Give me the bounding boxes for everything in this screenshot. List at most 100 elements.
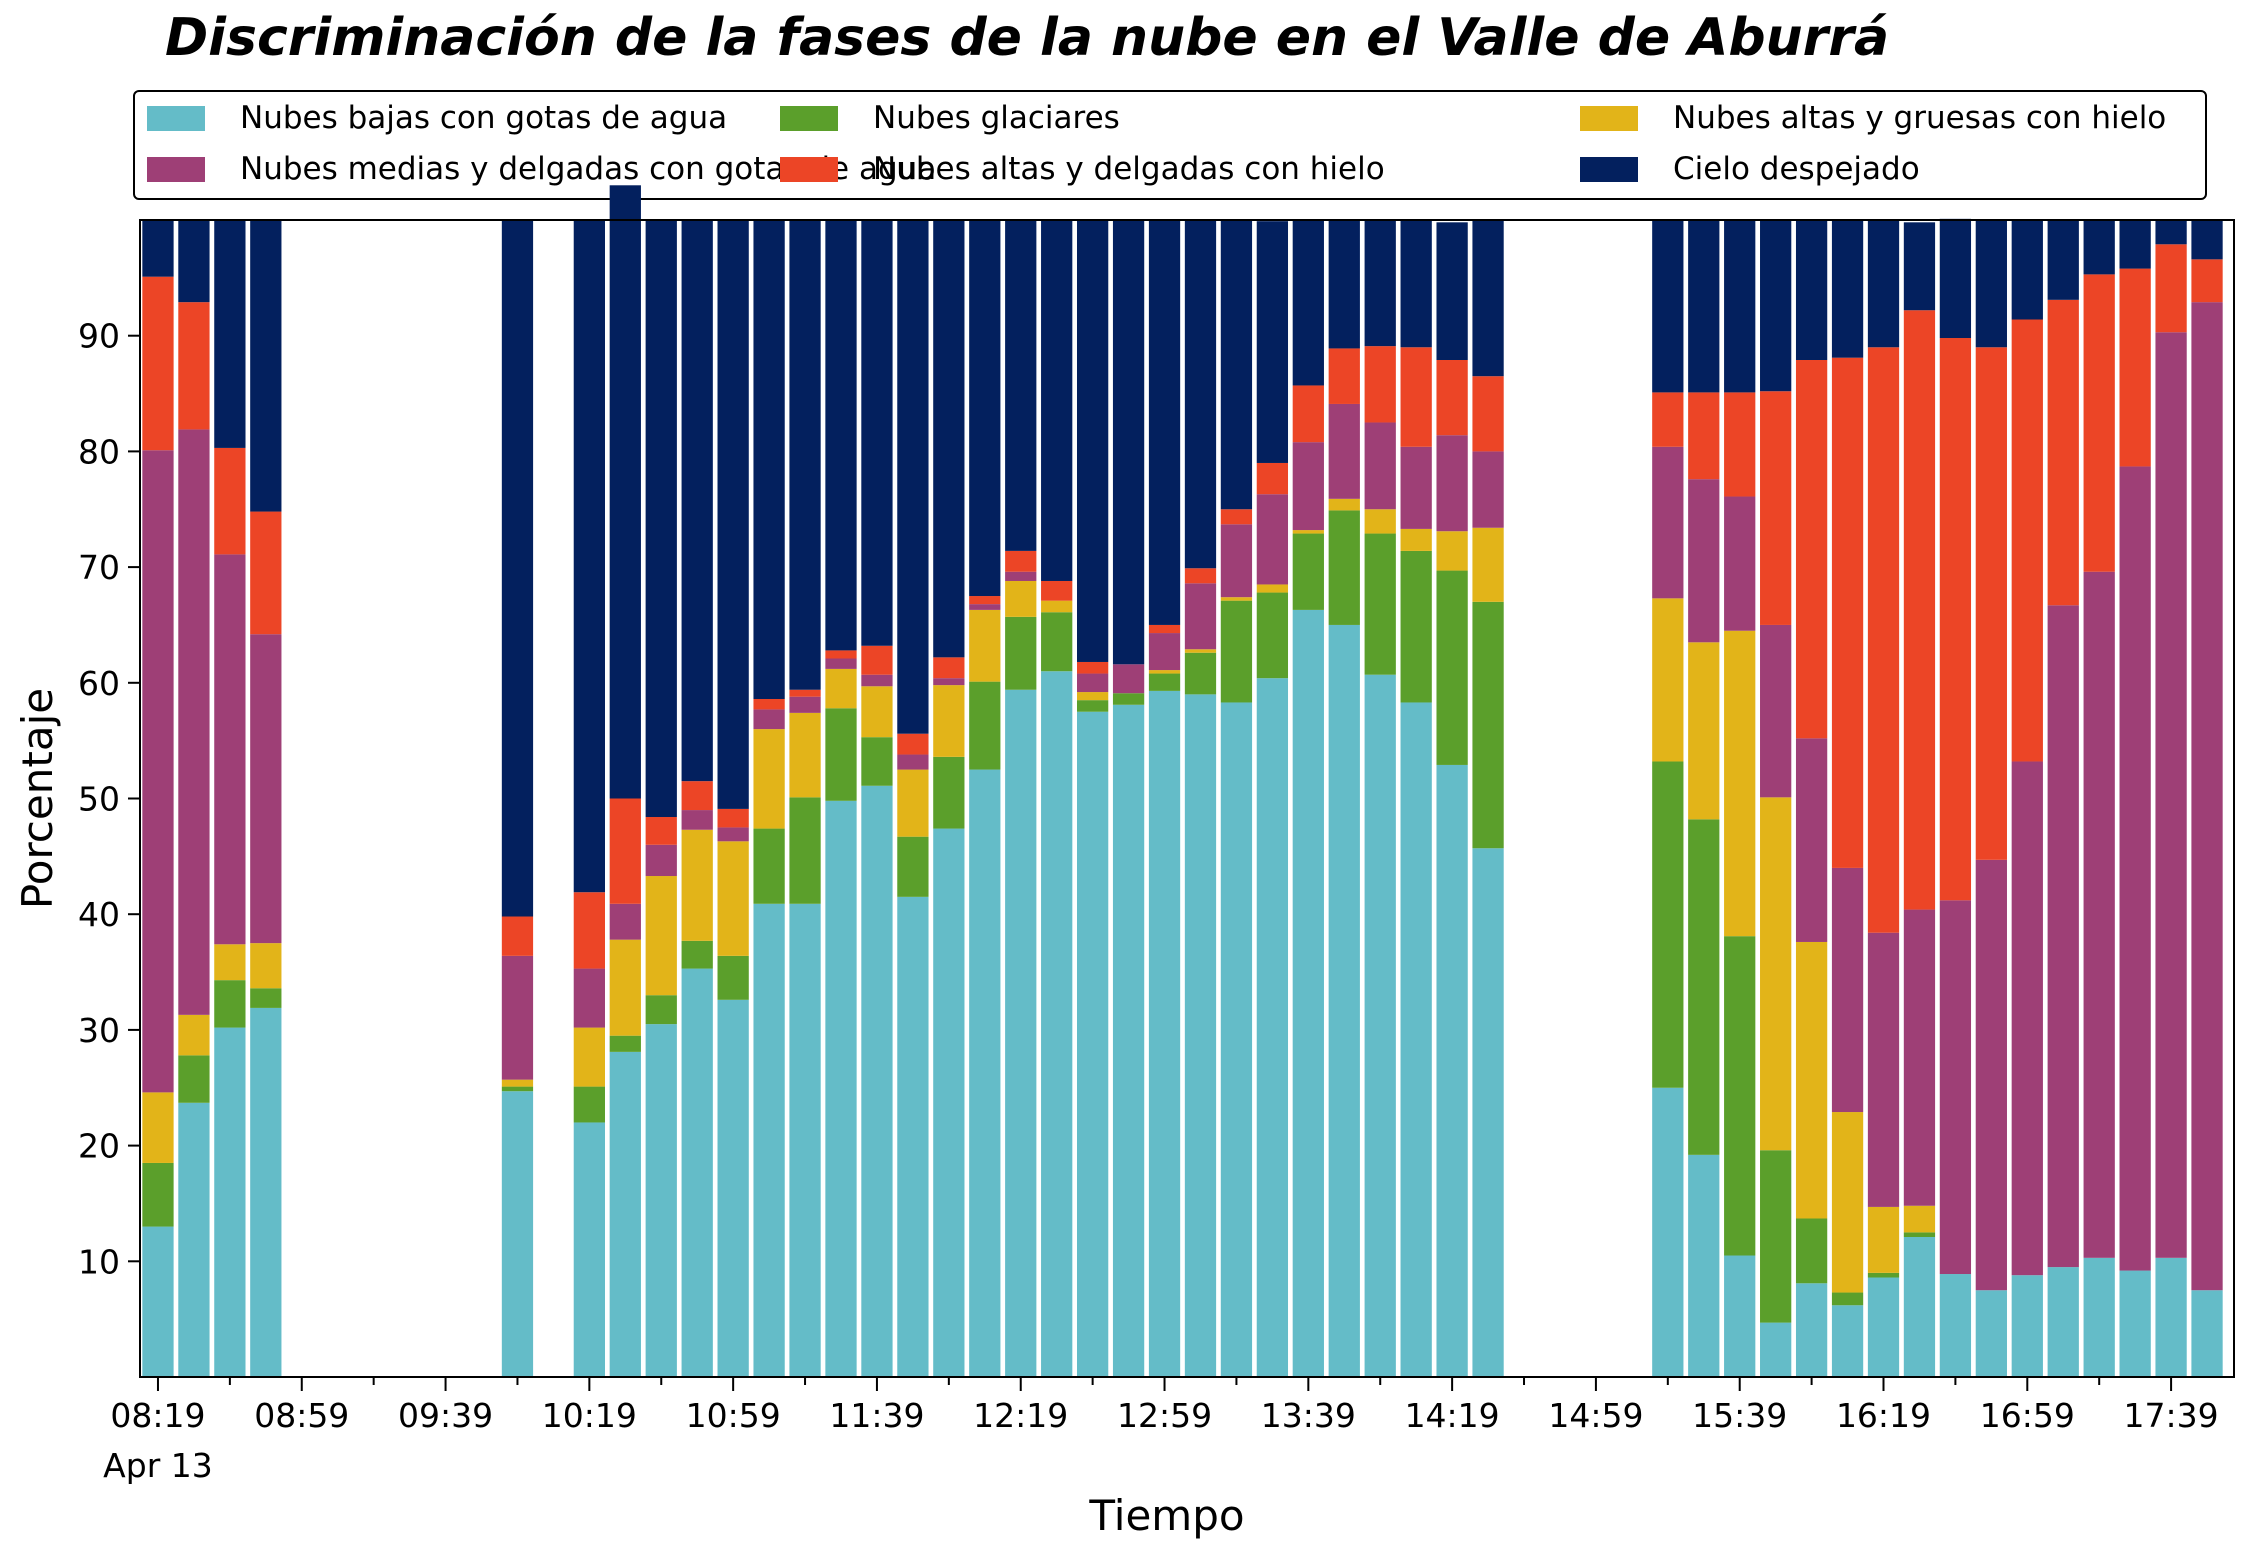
bar-segment bbox=[1148, 690, 1181, 1377]
bar-segment bbox=[1760, 1322, 1792, 1377]
bar-segment bbox=[1652, 220, 1684, 393]
bar-segment bbox=[861, 674, 893, 687]
bar-segment bbox=[1436, 435, 1468, 532]
bar-segment bbox=[1112, 704, 1145, 1377]
bar-segment bbox=[933, 685, 965, 757]
bar-segment bbox=[178, 1102, 210, 1377]
bars bbox=[142, 185, 2223, 1377]
bar-segment bbox=[645, 220, 677, 818]
y-axis-label: Porcentaje bbox=[13, 688, 62, 909]
bar-segment bbox=[1256, 592, 1289, 679]
bar-segment bbox=[897, 896, 929, 1377]
bar-segment bbox=[1256, 221, 1289, 463]
bar-segment bbox=[753, 709, 785, 730]
x-date-label: Apr 13 bbox=[103, 1446, 213, 1485]
bar-segment bbox=[1903, 1237, 1936, 1377]
bar-segment bbox=[897, 754, 929, 770]
x-tick-label: 11:39 bbox=[829, 1396, 924, 1435]
bar-segment bbox=[1760, 797, 1792, 1151]
bar-segment bbox=[861, 737, 893, 786]
bar-segment bbox=[1724, 220, 1756, 393]
bar-segment bbox=[645, 995, 677, 1025]
legend-swatch bbox=[1580, 156, 1638, 182]
bar-segment bbox=[1041, 612, 1073, 672]
bar-segment bbox=[1903, 909, 1936, 1206]
bar-segment bbox=[501, 1079, 534, 1087]
bar-segment bbox=[142, 450, 174, 1093]
bar-segment bbox=[1328, 498, 1360, 511]
bar-segment bbox=[1867, 1206, 1900, 1273]
bar-segment bbox=[2119, 268, 2151, 467]
bar-segment bbox=[1795, 1218, 1828, 1284]
legend-entry: Nubes altas y delgadas con hielo bbox=[780, 149, 1385, 189]
bar-segment bbox=[1076, 692, 1109, 701]
bar-segment bbox=[969, 609, 1001, 682]
bar-segment bbox=[969, 604, 1001, 610]
bar-segment bbox=[1795, 220, 1828, 360]
bar-segment bbox=[1220, 220, 1253, 510]
bar-segment bbox=[1292, 609, 1324, 1377]
bar-segment bbox=[2083, 1257, 2115, 1377]
bar-segment bbox=[1364, 674, 1396, 1377]
bar-segment bbox=[717, 999, 749, 1377]
bar-segment bbox=[1724, 936, 1756, 1256]
bar-segment bbox=[897, 836, 929, 897]
bar-segment bbox=[1148, 670, 1181, 674]
bar-segment bbox=[1041, 600, 1073, 613]
bar-segment bbox=[1975, 859, 2007, 1291]
bar-segment bbox=[1867, 1272, 1900, 1278]
bar-segment bbox=[1724, 1255, 1756, 1377]
bar-segment bbox=[789, 220, 821, 690]
bar-segment bbox=[681, 810, 713, 830]
bar-segment bbox=[1472, 220, 1504, 377]
bar-segment bbox=[897, 220, 929, 734]
bar-segment bbox=[1867, 347, 1900, 933]
bar-segment bbox=[969, 596, 1001, 605]
bar-segment bbox=[1005, 616, 1037, 690]
chart-title: Discriminación de la fases de la nube en… bbox=[165, 8, 1890, 68]
bar-segment bbox=[1184, 694, 1217, 1377]
bar-segment bbox=[1831, 1292, 1864, 1306]
bar-segment bbox=[753, 698, 785, 710]
bar-segment bbox=[250, 634, 282, 944]
legend-label: Nubes altas y gruesas con hielo bbox=[1673, 100, 2167, 136]
bar-segment bbox=[933, 756, 965, 829]
bar-segment bbox=[681, 220, 713, 782]
bar-segment bbox=[1472, 601, 1504, 849]
bar-segment bbox=[609, 185, 641, 799]
bar-segment bbox=[717, 808, 749, 828]
bar-segment bbox=[753, 220, 785, 699]
bar-segment bbox=[1472, 527, 1504, 602]
x-tick-label: 10:19 bbox=[542, 1396, 637, 1435]
bar-segment bbox=[250, 943, 282, 989]
bar-segment bbox=[573, 968, 605, 1028]
bar-segment bbox=[501, 916, 534, 956]
bar-segment bbox=[142, 220, 174, 277]
bar-segment bbox=[2011, 761, 2043, 1276]
bar-segment bbox=[1076, 220, 1109, 662]
bar-segment bbox=[825, 220, 857, 651]
bar-segment bbox=[1903, 1232, 1936, 1238]
bar-segment bbox=[753, 903, 785, 1377]
bar-segment bbox=[178, 220, 210, 303]
bar-segment bbox=[1795, 738, 1828, 942]
bar-segment bbox=[1220, 702, 1253, 1377]
bar-segment bbox=[1795, 941, 1828, 1219]
bar-segment bbox=[250, 220, 282, 512]
bar-segment bbox=[1652, 446, 1684, 599]
bar-segment bbox=[1148, 633, 1181, 671]
bar-segment bbox=[1939, 900, 1972, 1275]
y-tick-label: 60 bbox=[78, 664, 120, 703]
bar-segment bbox=[1112, 220, 1145, 665]
bar-segment bbox=[1436, 570, 1468, 765]
legend-label: Nubes bajas con gotas de agua bbox=[240, 100, 728, 136]
legend: Nubes bajas con gotas de agua Nubes glaci… bbox=[133, 90, 2207, 200]
bar-segment bbox=[1076, 700, 1109, 712]
bar-segment bbox=[753, 729, 785, 829]
bar-segment bbox=[1400, 702, 1432, 1377]
bar-segment bbox=[861, 785, 893, 1377]
bar-segment bbox=[2011, 319, 2043, 762]
bar-segment bbox=[1688, 1154, 1720, 1377]
bar-segment bbox=[142, 1226, 174, 1377]
bar-segment bbox=[1005, 580, 1037, 617]
